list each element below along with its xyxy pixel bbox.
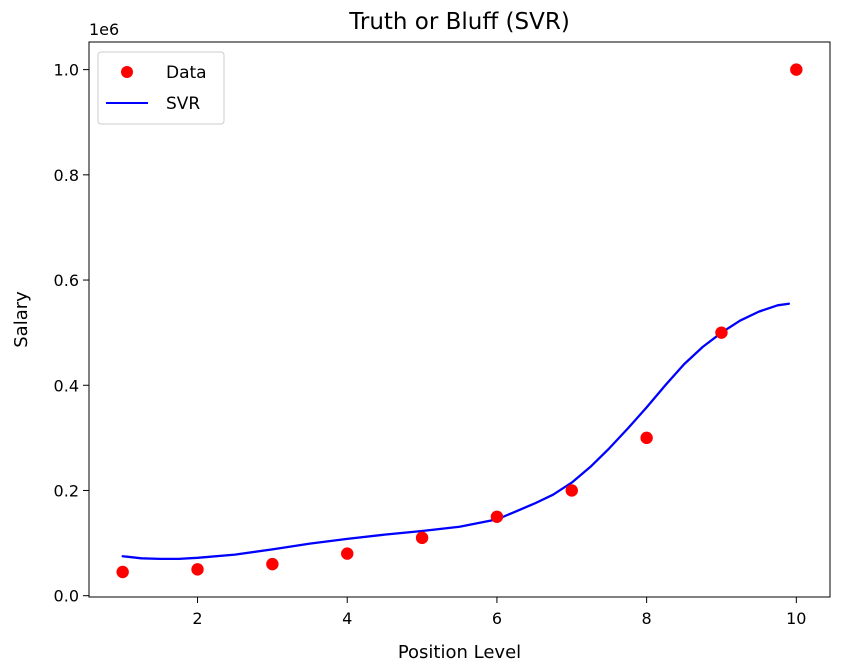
data-point [565, 484, 578, 497]
legend-data-marker [121, 66, 133, 78]
data-point [640, 431, 653, 445]
legend-svr-label: SVR [166, 94, 200, 114]
data-point [266, 557, 279, 571]
axes-frame [88, 41, 831, 598]
x-axis-ticks: 2 4 6 8 10 [192, 597, 806, 628]
x-tick-label: 4 [342, 609, 352, 628]
chart-title: Truth or Bluff (SVR) [348, 9, 570, 35]
x-tick-label: 10 [786, 609, 806, 628]
x-axis-label: Position Level [398, 642, 521, 663]
svr-series [121, 302, 790, 561]
x-tick-label: 6 [492, 609, 502, 628]
plot-area: 2 4 6 8 10 0.0 0.2 0.4 0.6 0.8 1.0 [54, 41, 831, 628]
y-tick-label: 0.6 [54, 271, 79, 290]
data-point [116, 565, 129, 579]
x-tick-label: 8 [642, 609, 652, 628]
data-point [415, 531, 429, 545]
y-axis-offset-label: 1e6 [89, 20, 119, 39]
data-point [191, 563, 204, 576]
y-tick-label: 0.4 [54, 376, 79, 395]
svr-line [121, 302, 790, 561]
x-tick-label: 2 [192, 609, 202, 628]
legend-data-label: Data [166, 63, 207, 83]
y-tick-label: 1.0 [54, 61, 79, 80]
y-tick-label: 0.8 [54, 166, 79, 185]
data-point [715, 326, 728, 339]
legend: Data SVR [97, 51, 225, 125]
y-axis-label: Salary [11, 291, 32, 348]
y-tick-label: 0.2 [54, 481, 79, 500]
data-point [790, 63, 803, 76]
y-tick-label: 0.0 [54, 587, 79, 606]
y-axis-ticks: 0.0 0.2 0.4 0.6 0.8 1.0 [54, 61, 89, 606]
data-point [341, 547, 354, 560]
data-point [490, 510, 504, 523]
data-series [116, 63, 803, 579]
